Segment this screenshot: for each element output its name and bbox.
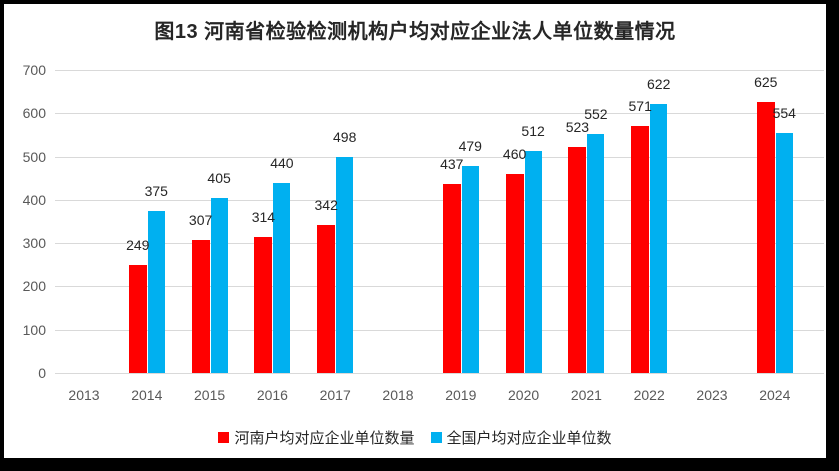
gridline [55,373,824,374]
bar-national [775,133,793,373]
bar-value-label: 498 [333,129,357,146]
legend-item-henan: 河南户均对应企业单位数量 [218,427,415,448]
bar-value-label: 625 [754,74,778,91]
y-axis-tick-label: 600 [22,105,46,122]
x-axis-tick-label: 2023 [696,387,728,403]
gridline [55,286,824,288]
gridline [55,70,824,71]
bar-value-label: 437 [440,155,464,172]
bar-national [336,157,354,373]
bar-national [524,151,542,373]
bar-henan [128,265,147,373]
bar-henan [191,240,210,373]
bar-value-label: 512 [521,123,545,140]
x-axis-tick-label: 2019 [445,387,477,403]
x-axis-tick-label: 2014 [131,387,163,403]
legend-label-national: 全国户均对应企业单位数 [446,430,612,447]
bar-national [273,182,291,373]
y-axis-tick-label: 200 [22,278,46,295]
legend-swatch-national [430,432,442,443]
gridline [55,199,824,201]
bar-henan [756,102,775,373]
legend-item-national: 全国户均对应企业单位数 [430,427,612,448]
bar-henan [442,183,461,373]
x-axis-tick-label: 2015 [194,387,226,403]
legend-swatch-henan [218,432,230,443]
bar-henan [505,173,524,373]
x-axis-tick-label: 2020 [508,387,540,403]
gridline [55,156,824,158]
bar-national [210,197,228,373]
bar-henan [568,146,587,373]
bar-national [147,210,165,373]
y-axis-tick-label: 500 [22,148,46,165]
bar-value-label: 460 [502,145,527,162]
chart-title: 图13 河南省检验检测机构户均对应企业法人单位数量情况 [154,21,676,43]
y-axis-tick-label: 300 [22,235,46,252]
gridline [55,243,824,245]
bar-value-label: 314 [251,209,276,226]
x-axis-tick-label: 2021 [570,387,602,403]
bar-value-label: 249 [126,237,150,254]
x-axis-tick-label: 2024 [759,387,791,403]
x-axis-tick-label: 2013 [68,387,100,403]
bar-value-label: 375 [144,182,168,199]
gridline [55,329,824,331]
bar-henan [254,237,273,373]
bar-national [587,134,605,373]
y-axis-tick-label: 700 [22,62,46,78]
bar-value-label: 571 [628,97,652,114]
x-axis-tick-label: 2016 [256,387,288,403]
bar-value-label: 405 [207,169,231,186]
gridline [55,113,824,115]
x-axis-tick-label: 2018 [382,387,414,403]
bar-value-label: 523 [565,118,590,135]
bar-value-label: 307 [188,212,213,229]
bar-value-label: 342 [314,196,338,213]
y-axis-tick-label: 400 [22,191,46,208]
bar-chart-plot-area: 0 100 200 300 400 500 600 700 2013 2014 2015 2016 20… [4,4,826,458]
x-axis-tick-label: 2017 [319,387,351,403]
bar-national [650,103,668,373]
y-axis-tick-label: 100 [22,321,46,338]
chart-legend: 河南户均对应企业单位数量 全国户均对应企业单位数 [4,427,826,448]
bar-henan [631,125,650,373]
x-axis-tick-label: 2022 [633,387,665,403]
bar-value-label: 622 [647,75,671,92]
page-frame: 图13 河南省检验检测机构户均对应企业法人单位数量情况 0 100 200 300 40… [4,4,826,458]
bar-value-label: 554 [772,105,796,122]
y-axis-tick-label: 0 [38,365,46,381]
bar-henan [317,224,336,373]
bar-value-label: 440 [270,154,294,171]
legend-label-henan: 河南户均对应企业单位数量 [234,430,415,447]
bar-national [461,165,479,373]
bar-value-label: 479 [458,137,482,154]
bar-value-label: 552 [584,106,608,123]
